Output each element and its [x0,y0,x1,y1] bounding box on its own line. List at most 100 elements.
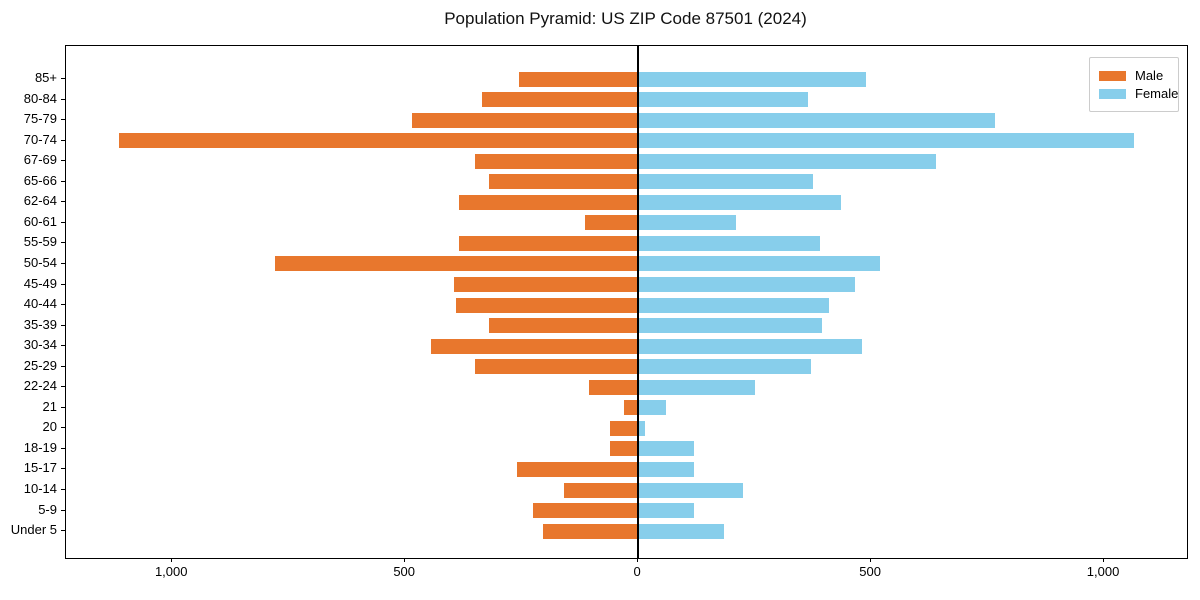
bar-male-5-9 [533,503,639,519]
bar-female-5-9 [638,503,695,519]
bar-male-50-54 [274,256,639,272]
y-tick-label-21: 21 [42,398,57,414]
y-tick-label-35-39: 35-39 [23,316,57,332]
y-tick-label-18-19: 18-19 [23,439,57,455]
bar-male-35-39 [489,318,639,334]
bar-male-45-49 [454,277,639,292]
y-tick-mark [61,427,65,429]
y-tick-label-70-74: 70-74 [23,131,57,147]
bar-female-50-54 [638,256,881,272]
y-tick-label-45-49: 45-49 [23,275,57,291]
legend: Male Female [1089,57,1179,112]
bar-male-15-17 [517,461,639,477]
y-tick-mark [61,489,65,490]
y-tick-label-40-44: 40-44 [23,296,57,312]
y-tick-mark [61,201,65,203]
x-tick-label-1,000: 1,000 [1086,564,1120,579]
bar-male-20 [610,420,639,436]
y-tick-mark [61,345,65,347]
y-tick-label-22-24: 22-24 [23,378,57,394]
y-tick-mark [61,180,65,182]
bar-male-25-29 [475,359,639,375]
bar-male-75-79 [412,112,639,128]
bar-male-67-69 [475,153,639,169]
bar-female-21 [638,400,667,416]
y-tick-label-80-84: 80-84 [23,90,57,106]
bar-female-20 [638,420,646,436]
y-tick-label-55-59: 55-59 [23,234,57,250]
x-tick-mark [1103,558,1105,562]
bar-female-80-84 [638,92,809,108]
bar-female-45-49 [638,277,855,292]
bar-female-10-14 [638,482,743,498]
plot-area [65,45,1188,559]
bar-female-62-64 [638,194,841,210]
bar-female-35-39 [638,318,823,334]
bar-male-21 [624,400,639,416]
bar-female-40-44 [638,297,830,313]
bar-female-Under 5 [638,523,725,539]
chart-title: Population Pyramid: US ZIP Code 87501 (2… [444,9,807,28]
y-tick-mark [61,119,65,121]
bar-male-60-61 [584,215,639,231]
y-tick-mark [61,160,65,162]
x-tick-mark [870,558,872,562]
y-tick-mark [61,468,65,470]
bar-female-25-29 [638,359,811,375]
bar-male-65-66 [489,174,639,190]
bar-male-40-44 [456,297,639,313]
bar-female-85+ [638,71,867,87]
y-tick-label-67-69: 67-69 [23,152,57,168]
x-tick-label-500: 500 [393,564,416,579]
legend-male-swatch [1099,70,1126,81]
bar-male-62-64 [458,194,639,210]
y-tick-label-30-34: 30-34 [23,337,57,353]
bar-female-65-66 [638,174,813,190]
bar-male-55-59 [458,235,639,251]
y-tick-mark [61,530,65,532]
bar-female-30-34 [638,338,862,354]
legend-female-swatch [1099,88,1126,99]
bar-female-15-17 [638,461,695,477]
bar-male-18-19 [610,441,639,457]
y-tick-label-62-64: 62-64 [23,193,57,209]
bar-female-70-74 [638,133,1135,149]
x-tick-label-0: 0 [633,564,641,579]
x-tick-mark [637,558,639,562]
bar-male-70-74 [118,133,639,149]
bar-female-75-79 [638,112,995,128]
y-tick-mark [61,324,65,326]
y-tick-label-85+: 85+ [34,70,57,85]
bar-female-22-24 [638,379,755,395]
y-tick-mark [61,386,65,388]
bar-male-80-84 [482,92,639,108]
y-tick-mark [61,304,65,306]
bar-male-Under 5 [542,523,639,539]
bar-female-55-59 [638,235,820,251]
y-tick-mark [61,78,65,79]
y-tick-label-15-17: 15-17 [23,460,57,476]
y-tick-label-10-14: 10-14 [23,481,57,496]
y-tick-label-20: 20 [42,419,57,435]
y-tick-mark [61,509,65,511]
bar-male-85+ [519,71,639,87]
legend-male-label: Male [1135,68,1164,83]
zero-axis-line [637,46,639,558]
y-tick-mark [61,242,65,244]
y-tick-mark [61,262,65,264]
y-tick-label-50-54: 50-54 [23,254,57,270]
y-tick-label-60-61: 60-61 [23,213,57,229]
legend-item-female: Female [1099,86,1178,101]
legend-female-label: Female [1135,86,1179,101]
y-tick-label-75-79: 75-79 [23,111,57,127]
x-tick-mark [404,558,406,562]
bar-female-60-61 [638,215,736,231]
bar-male-22-24 [589,379,639,395]
y-tick-mark [61,406,65,408]
bar-male-10-14 [563,482,639,498]
y-tick-label-25-29: 25-29 [23,357,57,373]
y-tick-mark [61,221,65,223]
y-tick-label-65-66: 65-66 [23,172,57,188]
y-tick-label-5-9: 5-9 [38,501,57,517]
